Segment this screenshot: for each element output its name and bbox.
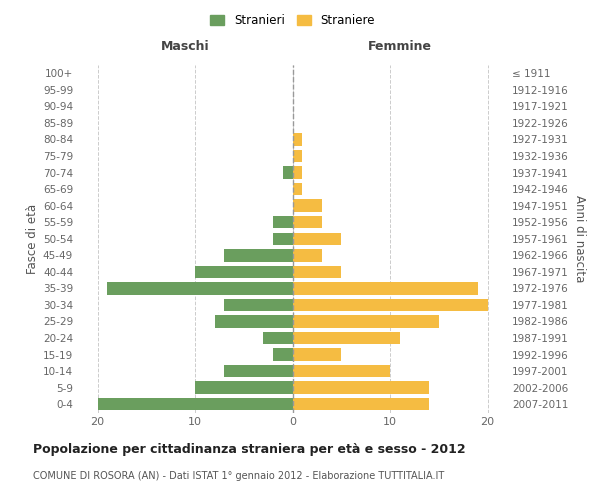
Bar: [107, 282, 293, 294]
Bar: [293, 316, 439, 328]
Bar: [263, 332, 293, 344]
Bar: [293, 200, 322, 212]
Bar: [293, 232, 341, 245]
Y-axis label: Fasce di età: Fasce di età: [26, 204, 39, 274]
Bar: [224, 249, 293, 262]
Bar: [293, 134, 302, 145]
Bar: [195, 266, 293, 278]
Bar: [293, 298, 487, 311]
Bar: [293, 166, 302, 179]
Bar: [293, 365, 390, 378]
Bar: [224, 365, 293, 378]
Bar: [293, 266, 341, 278]
Bar: [293, 348, 341, 361]
Text: Popolazione per cittadinanza straniera per età e sesso - 2012: Popolazione per cittadinanza straniera p…: [33, 442, 466, 456]
Bar: [273, 232, 293, 245]
Legend: Stranieri, Straniere: Stranieri, Straniere: [206, 10, 379, 32]
Bar: [293, 382, 429, 394]
Bar: [215, 316, 293, 328]
Bar: [224, 298, 293, 311]
Text: Femmine: Femmine: [368, 40, 432, 54]
Bar: [273, 216, 293, 228]
Bar: [293, 249, 322, 262]
Bar: [195, 382, 293, 394]
Text: Maschi: Maschi: [161, 40, 209, 54]
Bar: [293, 398, 429, 410]
Bar: [97, 398, 293, 410]
Bar: [293, 150, 302, 162]
Bar: [283, 166, 293, 179]
Y-axis label: Anni di nascita: Anni di nascita: [573, 195, 586, 282]
Bar: [273, 348, 293, 361]
Bar: [293, 282, 478, 294]
Bar: [293, 183, 302, 196]
Bar: [293, 216, 322, 228]
Bar: [293, 332, 400, 344]
Text: COMUNE DI ROSORA (AN) - Dati ISTAT 1° gennaio 2012 - Elaborazione TUTTITALIA.IT: COMUNE DI ROSORA (AN) - Dati ISTAT 1° ge…: [33, 471, 444, 481]
